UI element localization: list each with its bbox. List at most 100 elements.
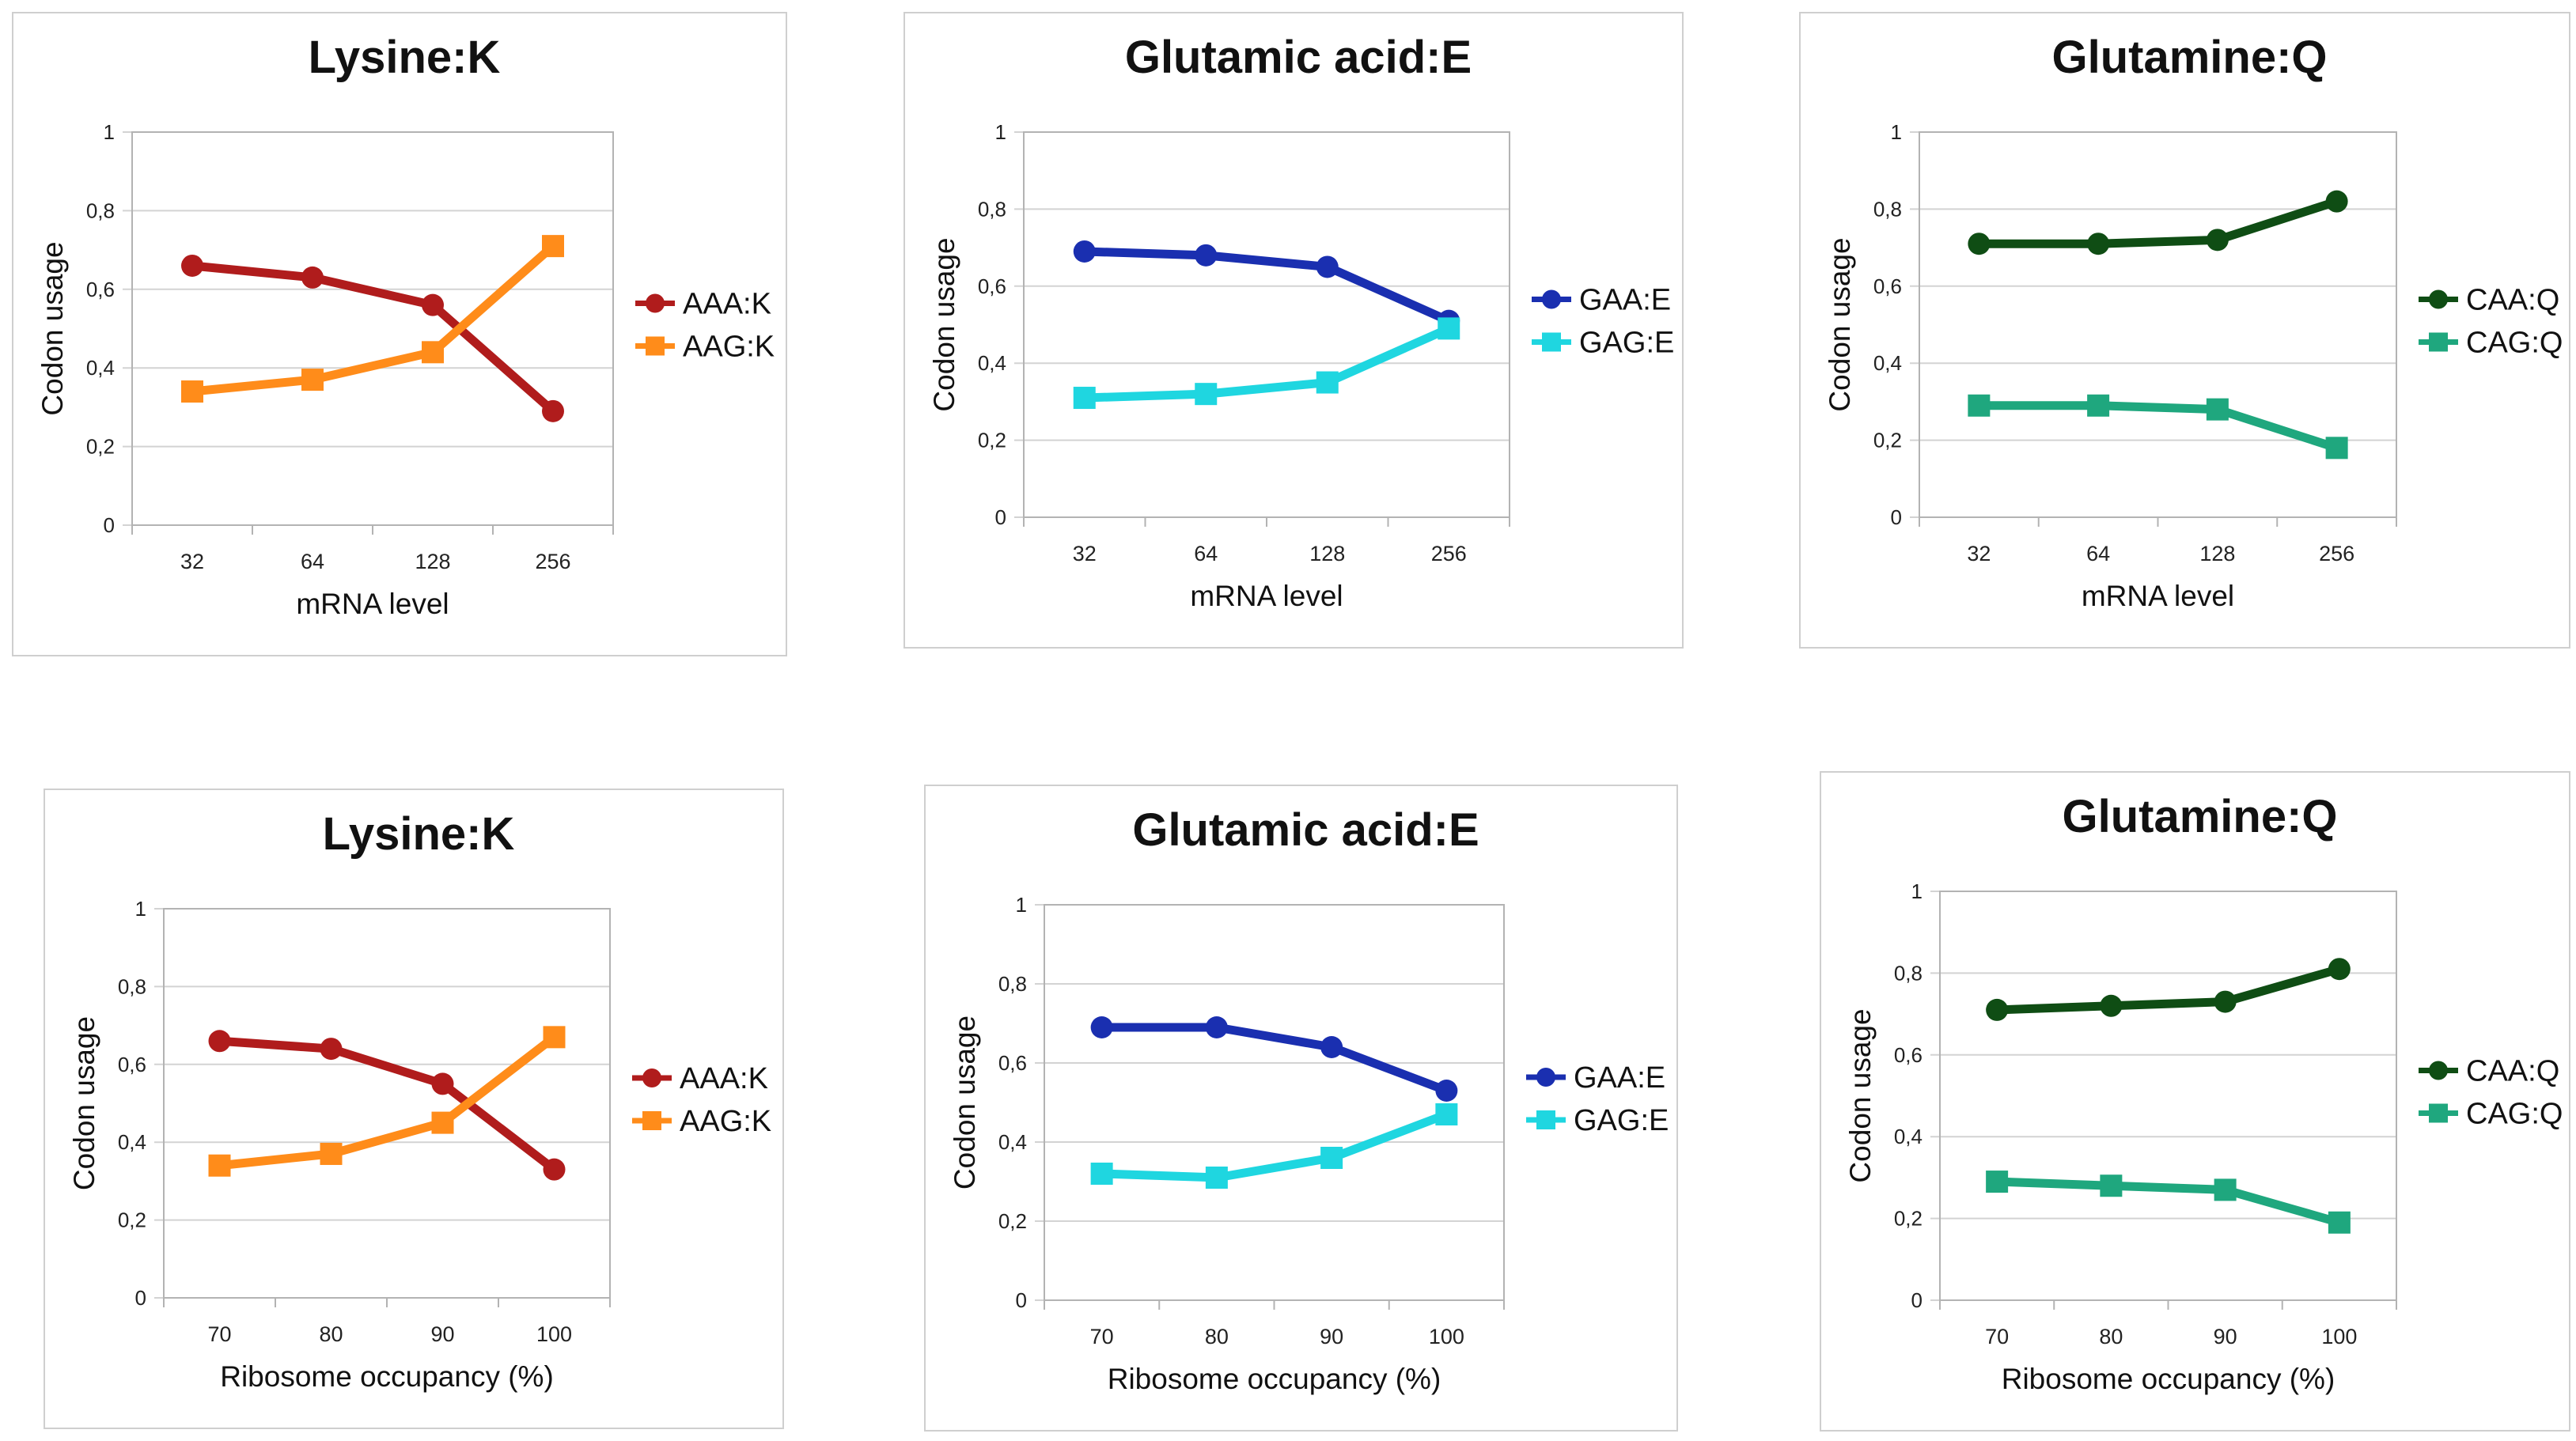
series-line-aaa-k: [188, 261, 558, 416]
y-tick-label: 0: [995, 505, 1006, 529]
chart-panel-glutamine-mrna: Glutamine:Q 0 0,2 0,4 0,6 0,8 1 32 64 128 256 mRNA …: [1799, 12, 2570, 649]
data-point-aag-k: [543, 1026, 566, 1049]
chart-glutamic-ribosome: Glutamic acid:E 0 0,2 0,4 0,6 0,8 1 70 80 90 100 Ri…: [949, 804, 1669, 1395]
legend-label-gaa-e: GAA:E: [1574, 1061, 1665, 1095]
chart-title: Glutamine:Q: [2062, 791, 2337, 842]
data-point-aaa-k: [543, 1158, 566, 1181]
x-axis-title: Ribosome occupancy (%): [220, 1360, 554, 1393]
data-point-gag-e: [1435, 1103, 1458, 1125]
data-point-gaa-e: [1195, 244, 1218, 267]
x-tick-label: 32: [1073, 542, 1097, 565]
data-point-cag-q: [2325, 437, 2348, 460]
y-tick-label: 0,2: [1873, 429, 1902, 452]
y-tick-label: 1: [1911, 879, 1923, 903]
y-tick-label: 0: [135, 1286, 146, 1310]
data-point-caa-q: [2325, 190, 2348, 213]
chart-lysine-mrna: Lysine:K 0 0,2 0,4 0,6 0,8 1 32 64 128 256 mRNA lev…: [36, 32, 775, 620]
x-tick-label: 64: [2086, 542, 2110, 565]
legend-label-aag-k: AAG:K: [683, 331, 775, 364]
chart-panel-glutamic-mrna: Glutamic acid:E 0 0,2 0,4 0,6 0,8 1 32 64 128 256 m…: [903, 12, 1684, 649]
x-tick-label: 70: [207, 1322, 231, 1346]
chart-title: Glutamic acid:E: [1125, 32, 1472, 83]
data-point-gag-e: [1316, 371, 1339, 394]
x-tick-label: 32: [1967, 542, 1991, 565]
y-axis-title: Codon usage: [928, 237, 960, 411]
chart-lysine-ribosome: Lysine:K 0 0,2 0,4 0,6 0,8 1 70 80 90 100 Ribosome …: [68, 808, 771, 1393]
y-tick-label: 0,6: [118, 1053, 146, 1076]
chart-panel-glutamine-ribosome: Glutamine:Q 0 0,2 0,4 0,6 0,8 1 70 80 90 100 Riboso…: [1820, 771, 2570, 1432]
y-tick-label: 0,2: [978, 429, 1006, 452]
y-tick-label: 0,4: [1873, 351, 1902, 375]
x-tick-label: 256: [1431, 542, 1467, 565]
chart-panel-lysine-mrna: Lysine:K 0 0,2 0,4 0,6 0,8 1 32 64 128 256 mRNA lev…: [12, 12, 787, 656]
y-tick-label: 1: [1891, 120, 1902, 144]
data-point-gaa-e: [1073, 240, 1096, 263]
data-point-caa-q: [1968, 233, 1991, 255]
series-line-aag-k: [215, 1032, 559, 1171]
y-axis-title: Codon usage: [68, 1016, 100, 1190]
series-line-caa-q: [1992, 964, 2344, 1015]
data-point-caa-q: [2100, 994, 2123, 1017]
legend-marker-gaa-e: [1542, 289, 1561, 309]
chart-title: Lysine:K: [323, 808, 515, 860]
y-axis-title: Codon usage: [36, 241, 69, 415]
data-point-gag-e: [1438, 317, 1460, 340]
y-tick-label: 0,6: [86, 278, 115, 301]
x-tick-label: 100: [2321, 1325, 2357, 1348]
plot-area: [1044, 904, 1505, 1301]
x-tick-label: 80: [1205, 1325, 1229, 1348]
series-line-aaa-k: [215, 1036, 559, 1174]
x-tick-label: 256: [535, 550, 570, 573]
data-point-cag-q: [2214, 1178, 2237, 1201]
x-tick-label: 80: [319, 1322, 343, 1346]
plot-area: [163, 908, 611, 1299]
y-tick-label: 1: [104, 120, 115, 144]
y-tick-label: 0,6: [1873, 274, 1902, 298]
data-point-aag-k: [422, 341, 444, 364]
data-point-gag-e: [1073, 387, 1096, 410]
x-tick-label: 70: [1985, 1325, 2009, 1348]
legend-marker-gag-e: [1542, 332, 1561, 352]
series-line-cag-q: [1974, 401, 2342, 452]
legend-label-caa-q: CAA:Q: [2466, 1055, 2559, 1088]
data-point-caa-q: [1986, 998, 2009, 1021]
y-tick-label: 0,4: [978, 351, 1006, 375]
x-tick-label: 128: [2199, 542, 2235, 565]
legend-marker-aaa-k: [646, 293, 665, 313]
y-tick-label: 0,8: [998, 972, 1027, 996]
chart-panel-glutamic-ribosome: Glutamic acid:E 0 0,2 0,4 0,6 0,8 1 70 80 90 100 Ri…: [924, 785, 1678, 1432]
data-point-cag-q: [1968, 394, 1991, 417]
y-tick-label: 1: [135, 897, 146, 921]
x-axis-title: mRNA level: [296, 588, 449, 620]
y-tick-label: 1: [995, 120, 1006, 144]
chart-title: Glutamine:Q: [2051, 32, 2327, 83]
y-tick-label: 0,2: [998, 1209, 1027, 1233]
data-point-cag-q: [2328, 1211, 2351, 1234]
data-point-gag-e: [1320, 1147, 1343, 1169]
legend-marker-aaa-k: [642, 1068, 661, 1087]
y-tick-label: 0,4: [998, 1130, 1027, 1154]
legend-label-caa-q: CAA:Q: [2466, 284, 2559, 317]
y-tick-label: 0,6: [978, 274, 1006, 298]
x-tick-label: 128: [1309, 542, 1345, 565]
legend-marker-caa-q: [2429, 289, 2448, 309]
data-point-aag-k: [320, 1142, 343, 1165]
y-axis-title: Codon usage: [1824, 237, 1856, 411]
legend-marker-gaa-e: [1536, 1068, 1555, 1087]
data-point-aag-k: [208, 1154, 231, 1177]
series-line-gag-e: [1080, 323, 1453, 403]
data-point-cag-q: [2100, 1174, 2123, 1197]
plot-area: [1939, 891, 2397, 1301]
x-tick-label: 90: [2214, 1325, 2237, 1348]
series-line-aag-k: [188, 241, 558, 396]
data-point-gag-e: [1195, 383, 1218, 406]
legend-marker-cag-q: [2429, 332, 2448, 352]
y-tick-label: 0: [1891, 505, 1902, 529]
data-point-aaa-k: [542, 399, 564, 422]
legend-marker-aag-k: [642, 1111, 661, 1130]
data-point-caa-q: [2087, 233, 2110, 255]
y-tick-label: 0,2: [1894, 1207, 1923, 1231]
data-point-gaa-e: [1316, 255, 1339, 278]
x-tick-label: 100: [536, 1322, 572, 1346]
y-tick-label: 0,8: [978, 197, 1006, 221]
